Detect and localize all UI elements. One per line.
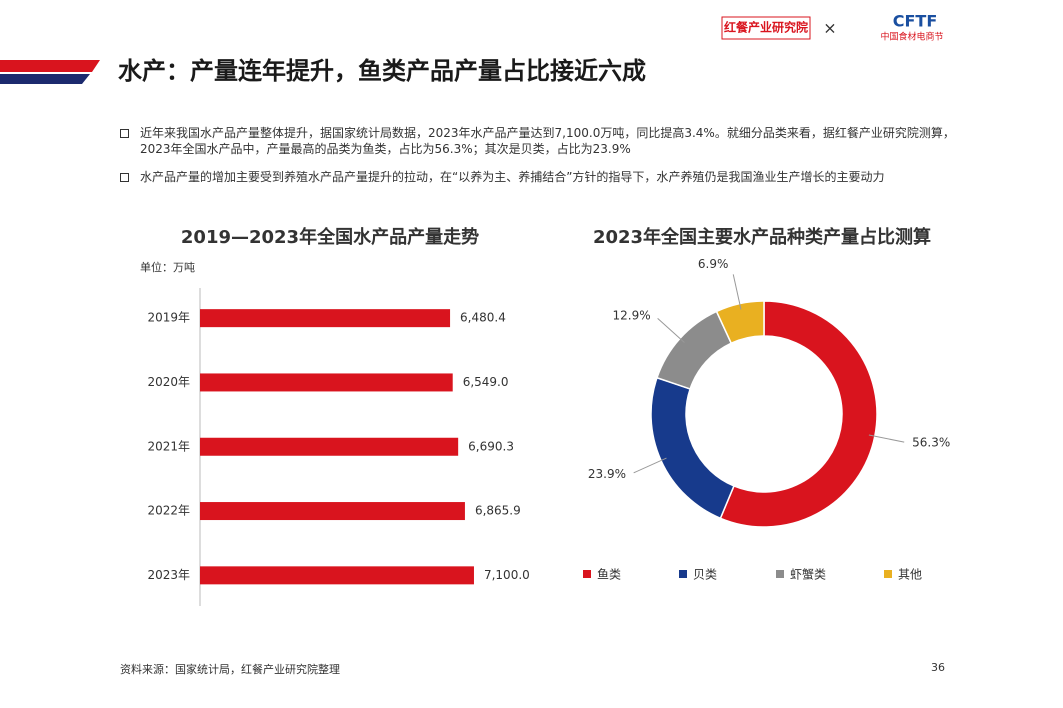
donut-segment [719,300,878,528]
value-label: 6,865.9 [475,504,521,518]
unit-label: 单位：万吨 [140,260,195,274]
category-label: 2021年 [147,439,190,453]
bar [200,309,451,328]
data-label: 6.9% [698,257,729,271]
bar [200,566,474,585]
data-label: 56.3% [912,435,950,449]
legend-swatch [583,570,591,578]
legend-swatch [679,570,687,578]
logo-box [721,16,811,40]
bar [200,502,465,521]
donut-segment [650,376,735,520]
donut-segment [656,310,733,390]
bullet: 水产品产量的增加主要受到养殖水产品产量提升的拉动，在“以养为主、养捕结合”方针的… [120,169,970,185]
value-label: 6,549.0 [463,375,509,389]
legend-label: 其他 [898,568,922,582]
value-label: 7,100.0 [484,568,530,582]
page-number: 36 [931,661,945,674]
legend-label: 鱼类 [597,568,621,582]
category-label: 2020年 [147,375,190,389]
data-label: 23.9% [588,467,626,481]
category-label: 2023年 [147,568,190,582]
logo-right-sub: 中国食材电商节 [880,31,943,43]
source: 资料来源：国家统计局，红餐产业研究院整理 [120,662,340,676]
legend-swatch [776,570,784,578]
slide-title: 水产：产量连年提升，鱼类产品产量占比接近六成 [118,57,646,85]
legend-swatch [884,570,892,578]
bar [200,373,453,392]
legend-label: 虾蟹类 [790,567,826,582]
logo-right: CFTF [893,12,938,31]
header-stripe [0,74,90,84]
category-label: 2022年 [147,504,190,518]
logo-separator: × [823,19,836,38]
bar [200,437,459,456]
category-label: 2019年 [147,311,190,325]
bullet: 近年来我国水产品产量整体提升，据国家统计局数据，2023年水产品产量达到7,10… [120,125,970,157]
value-label: 6,690.3 [468,439,514,453]
leader-line [732,274,742,310]
donut-segment [715,300,765,345]
logo-left: 红餐产业研究院 [724,20,808,35]
bar-chart-title: 2019—2023年全国水产品产量走势 [181,226,479,248]
leader-line [657,318,685,343]
legend-label: 贝类 [693,568,717,582]
data-label: 12.9% [613,308,651,322]
donut-chart-title: 2023年全国主要水产品种类产量占比测算 [593,226,931,248]
header-stripe [0,60,100,72]
value-label: 6,480.4 [460,311,506,325]
leader-line [633,457,667,474]
leader-line [868,434,905,443]
